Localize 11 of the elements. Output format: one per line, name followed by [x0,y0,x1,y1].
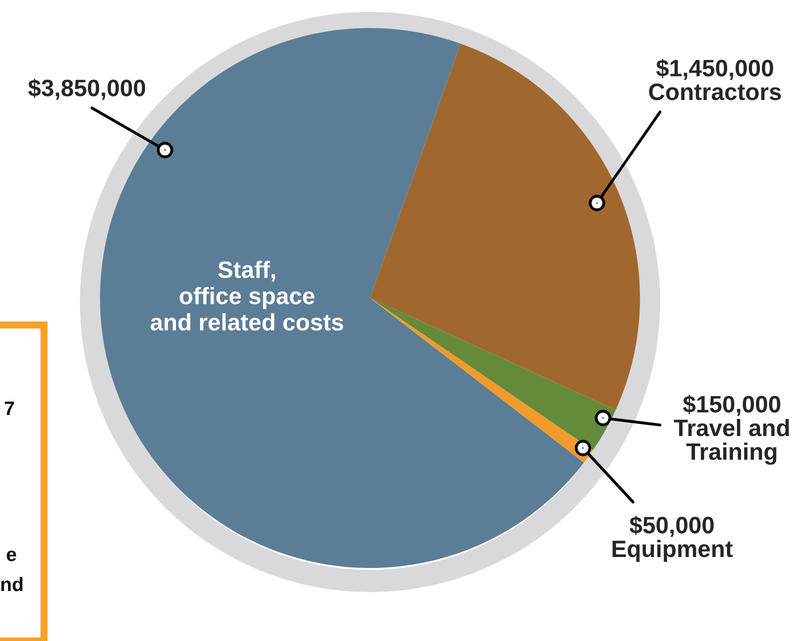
slice-label: Equipment [612,540,733,562]
text: 7 [4,402,14,416]
text: e [6,550,16,562]
slice-label: Contractors [649,83,781,100]
data-label: $1,450,000 [656,58,774,80]
data-label: $150,000 [683,394,780,416]
data-label: $50,000 [630,516,714,537]
slice-label: Travel and Training [674,418,789,465]
text: nd [1,576,22,592]
data-label: $3,850,000 [28,78,146,100]
slice-label: Staff, office space and related costs [150,260,344,331]
